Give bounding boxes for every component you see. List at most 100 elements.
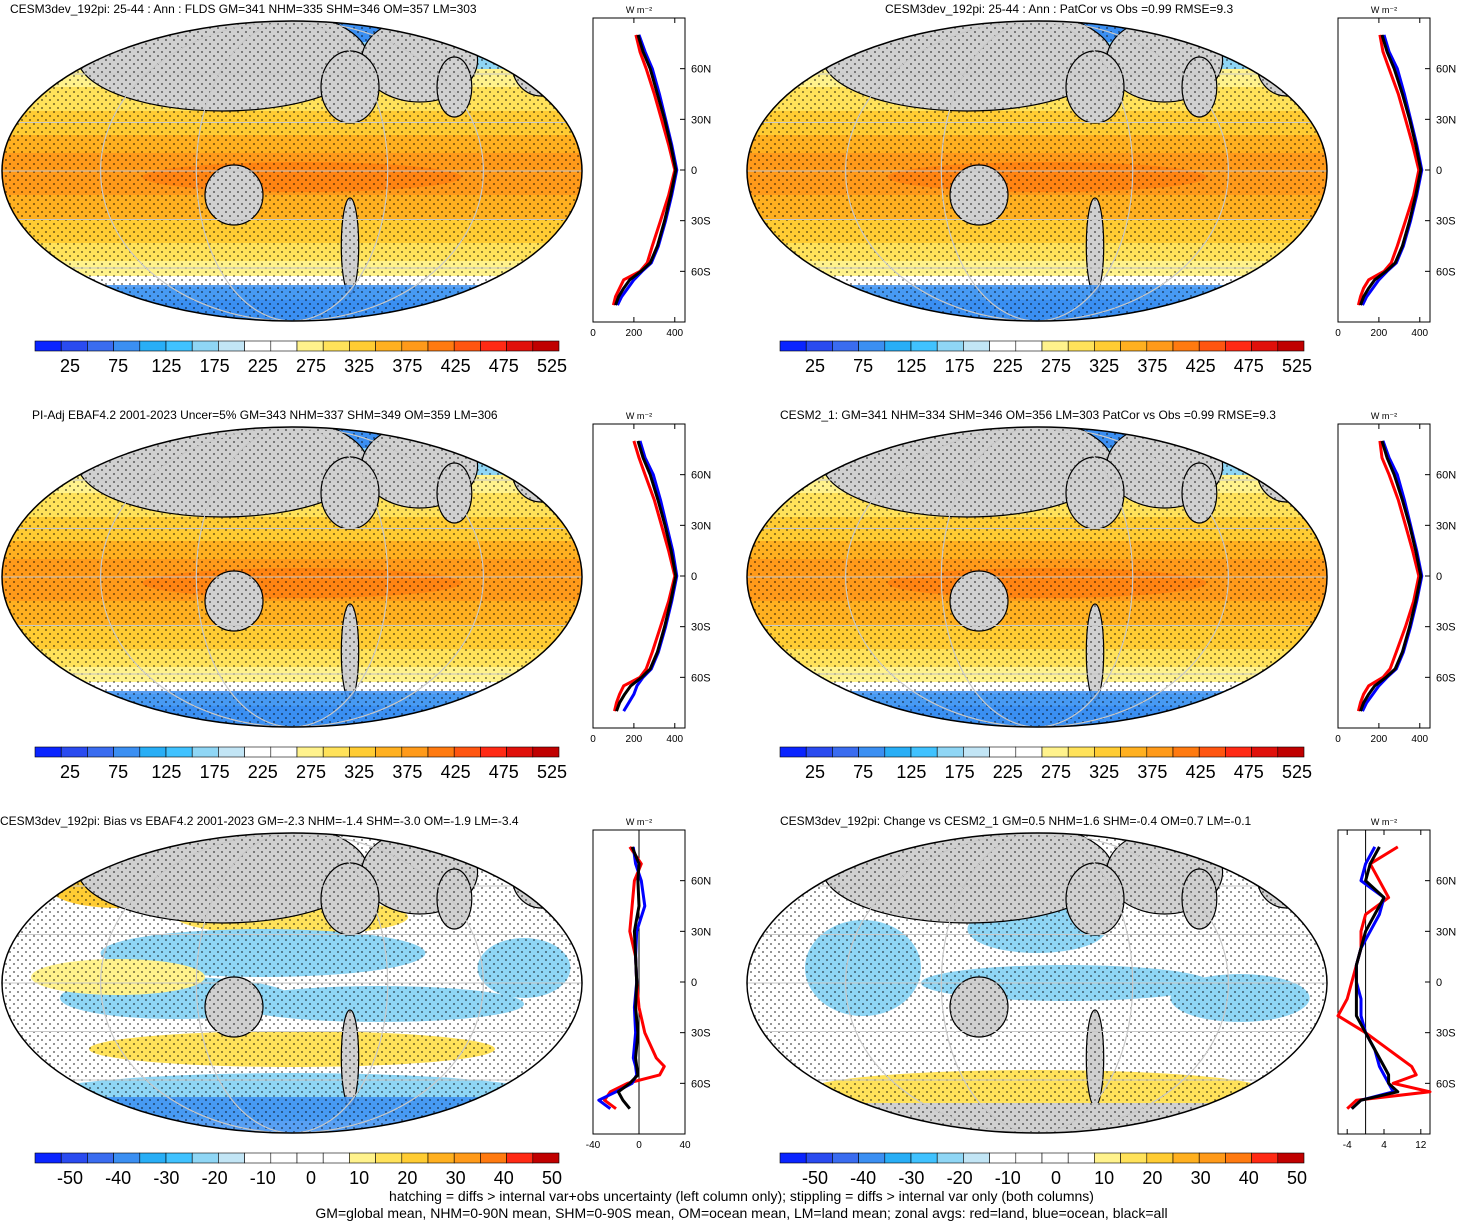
colorbar-box bbox=[165, 746, 193, 758]
colorbar-tick-label: 275 bbox=[295, 356, 327, 376]
map-title: PI-Adj EBAF4.2 2001-2023 Uncer=5% GM=343… bbox=[32, 408, 498, 422]
footer-line-2: GM=global mean, NHM=0-90N mean, SHM=0-90… bbox=[315, 1205, 1168, 1221]
zonal-y-tick-label: 60N bbox=[691, 876, 711, 888]
zonal-series-all bbox=[614, 34, 678, 306]
zonal-unit-label: W m⁻² bbox=[1371, 817, 1397, 827]
panel-3: PI-Adj EBAF4.2 2001-2023 Uncer=5% GM=343… bbox=[0, 406, 738, 806]
colorbar-tick-label: 325 bbox=[1089, 762, 1120, 782]
colorbar-box bbox=[779, 1152, 807, 1164]
colorbar-box bbox=[532, 340, 560, 352]
colorbar-tick-label: -40 bbox=[105, 1168, 132, 1188]
map-title: CESM3dev_192pi: Bias vs EBAF4.2 2001-202… bbox=[0, 814, 519, 828]
colorbar-box bbox=[453, 1152, 481, 1164]
colorbar-box bbox=[936, 1152, 964, 1164]
zonal-x-tick-label: 0 bbox=[590, 328, 596, 339]
colorbar-box bbox=[34, 1152, 62, 1164]
colorbar-box bbox=[1015, 340, 1043, 352]
colorbar-box bbox=[322, 746, 350, 758]
zonal-series-land bbox=[611, 34, 677, 306]
colorbar-tick-label: 375 bbox=[1137, 356, 1168, 376]
colorbar-tick-label: -20 bbox=[201, 1168, 228, 1188]
colorbar-box bbox=[1172, 340, 1200, 352]
zonal-unit-label: W m⁻² bbox=[1371, 5, 1397, 15]
colorbar-tick-label: 175 bbox=[944, 356, 975, 376]
map-field bbox=[747, 833, 1327, 1133]
zonal-y-tick-label: 60S bbox=[1436, 1078, 1456, 1090]
colorbar-box bbox=[296, 746, 324, 758]
colorbar-box bbox=[1120, 340, 1148, 352]
colorbar-tick-label: 10 bbox=[1094, 1168, 1115, 1188]
colorbar-tick-label: 325 bbox=[344, 356, 375, 376]
colorbar bbox=[34, 746, 560, 758]
colorbar-box bbox=[1277, 746, 1305, 758]
colorbar-box bbox=[1094, 746, 1121, 758]
zonal-y-tick-label: 60N bbox=[691, 64, 711, 76]
colorbar bbox=[779, 1152, 1305, 1164]
colorbar bbox=[779, 746, 1305, 758]
colorbar-box bbox=[884, 340, 912, 352]
colorbar-tick-label: -50 bbox=[801, 1168, 828, 1188]
colorbar-tick-label: -20 bbox=[946, 1168, 973, 1188]
colorbar-box bbox=[989, 340, 1017, 352]
colorbar-tick-label: 225 bbox=[992, 762, 1023, 782]
zonal-unit-label: W m⁻² bbox=[626, 411, 652, 421]
zonal-y-tick-label: 30S bbox=[1436, 216, 1456, 228]
colorbar-box bbox=[989, 1152, 1017, 1164]
colorbar-box bbox=[1041, 340, 1069, 352]
map-field bbox=[747, 427, 1327, 727]
zonal-mean-plot: W m⁻² 0 200 400 60N 30N 0 30S 60S bbox=[590, 5, 711, 339]
zonal-y-tick-label: 60N bbox=[1436, 64, 1456, 76]
colorbar-tick-label: 325 bbox=[1089, 356, 1120, 376]
colorbar-box bbox=[375, 340, 403, 352]
colorbar-tick-label: -40 bbox=[850, 1168, 877, 1188]
colorbar-tick-label: 225 bbox=[247, 356, 278, 376]
zonal-y-tick-label: 60N bbox=[691, 470, 711, 482]
zonal-y-tick-label: 30N bbox=[691, 114, 711, 126]
colorbar-box bbox=[1146, 746, 1174, 758]
colorbar-box bbox=[218, 746, 245, 758]
colorbar-tick-label: 0 bbox=[1050, 1168, 1061, 1188]
colorbar-box bbox=[60, 1152, 88, 1164]
colorbar-tick-label: 275 bbox=[1040, 356, 1072, 376]
colorbar-box bbox=[165, 1152, 193, 1164]
world-map bbox=[746, 20, 1328, 322]
colorbar-box bbox=[113, 746, 141, 758]
colorbar-box bbox=[858, 340, 886, 352]
map-field bbox=[2, 427, 582, 727]
colorbar-box bbox=[1172, 746, 1200, 758]
colorbar-box bbox=[963, 746, 990, 758]
colorbar-box bbox=[1067, 1152, 1095, 1164]
zonal-y-tick-label: 30S bbox=[691, 216, 711, 228]
colorbar-box bbox=[191, 746, 219, 758]
colorbar-box bbox=[113, 340, 141, 352]
colorbar-tick-label: -10 bbox=[994, 1168, 1021, 1188]
colorbar-tick-label: 425 bbox=[440, 356, 471, 376]
colorbar-box bbox=[349, 746, 376, 758]
colorbar-box bbox=[401, 1152, 429, 1164]
colorbar-tick-label: 25 bbox=[804, 356, 826, 376]
colorbar-box bbox=[453, 340, 481, 352]
colorbar-box bbox=[1251, 1152, 1279, 1164]
colorbar-tick-label: 10 bbox=[349, 1168, 370, 1188]
colorbar-box bbox=[1225, 746, 1252, 758]
colorbar-box bbox=[322, 1152, 350, 1164]
colorbar-box bbox=[139, 340, 167, 352]
colorbar-box bbox=[532, 1152, 560, 1164]
colorbar-box bbox=[480, 1152, 507, 1164]
colorbar-tick-label: 20 bbox=[1142, 1168, 1163, 1188]
colorbar-box bbox=[779, 746, 807, 758]
colorbar-box bbox=[1067, 340, 1095, 352]
zonal-mean-plot: W m⁻² -4 4 12 60N 30N 0 30S 60S bbox=[1336, 817, 1456, 1151]
colorbar-tick-label: 425 bbox=[440, 762, 471, 782]
zonal-x-tick-label: 400 bbox=[666, 328, 683, 339]
colorbar-tick-label: 175 bbox=[199, 356, 230, 376]
zonal-x-tick-label: 40 bbox=[679, 1140, 691, 1151]
colorbar-box bbox=[858, 746, 886, 758]
colorbar-box bbox=[427, 746, 455, 758]
colorbar-tick-label: 25 bbox=[59, 762, 81, 782]
panel-6: CESM3dev_192pi: Change vs CESM2_1 GM=0.5… bbox=[745, 812, 1483, 1212]
colorbar-box bbox=[349, 340, 376, 352]
colorbar-tick-label: 125 bbox=[896, 762, 927, 782]
colorbar bbox=[34, 340, 560, 352]
colorbar-tick-label: 525 bbox=[536, 762, 568, 782]
